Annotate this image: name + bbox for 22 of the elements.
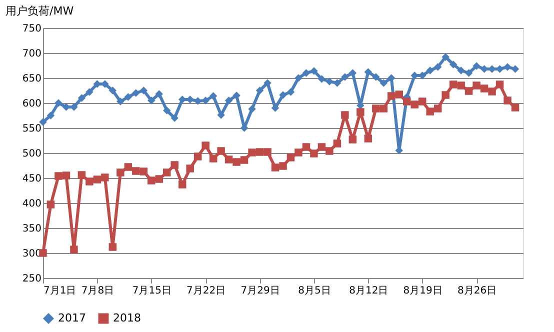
y-tick-label: 750 xyxy=(22,24,42,34)
y-tick-label: 500 xyxy=(22,148,42,160)
x-tick-label: 7月15日 xyxy=(132,286,172,296)
y-tick-label: 400 xyxy=(22,198,42,210)
x-tick-label: 7月8日 xyxy=(81,286,114,296)
x-tick-label: 7月29日 xyxy=(240,286,280,296)
x-tick-label: 8月26日 xyxy=(458,286,497,296)
x-tick-label: 7月1日 xyxy=(44,286,76,296)
y-tick-label: 250 xyxy=(22,274,42,284)
y-tick-label: 550 xyxy=(22,124,42,134)
y-tick-label: 600 xyxy=(22,98,42,110)
x-tick-label: 7月22日 xyxy=(186,286,226,296)
y-tick-label: 450 xyxy=(22,174,42,184)
x-tick-label: 8月5日 xyxy=(298,286,331,296)
x-tick-label: 8月12日 xyxy=(349,286,388,296)
y-tick-label: 650 xyxy=(22,74,42,84)
y-tick-label: 350 xyxy=(22,224,42,234)
y-tick-label: 700 xyxy=(22,48,42,60)
x-tick-label: 8月19日 xyxy=(403,286,442,296)
y-axis-title: 用户负荷/MW xyxy=(6,4,74,18)
legend-label: 2017 xyxy=(58,312,86,325)
legend-label: 2018 xyxy=(113,312,141,325)
